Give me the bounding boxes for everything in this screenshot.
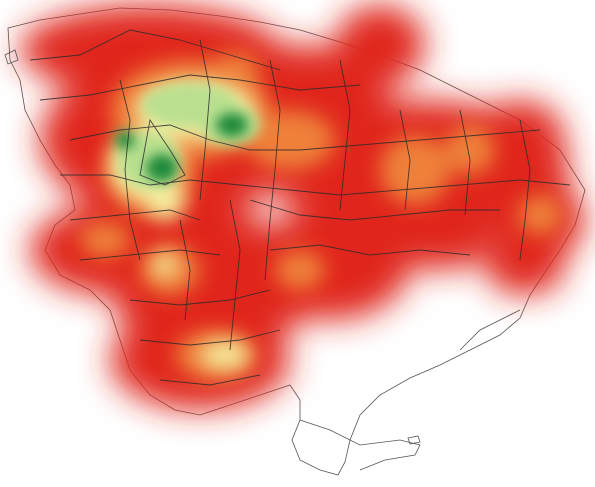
density-layer-peak: [115, 113, 248, 182]
island-outlines: [4, 49, 421, 445]
region-boundaries: [29, 29, 571, 386]
density-layer-low: [20, 5, 585, 410]
